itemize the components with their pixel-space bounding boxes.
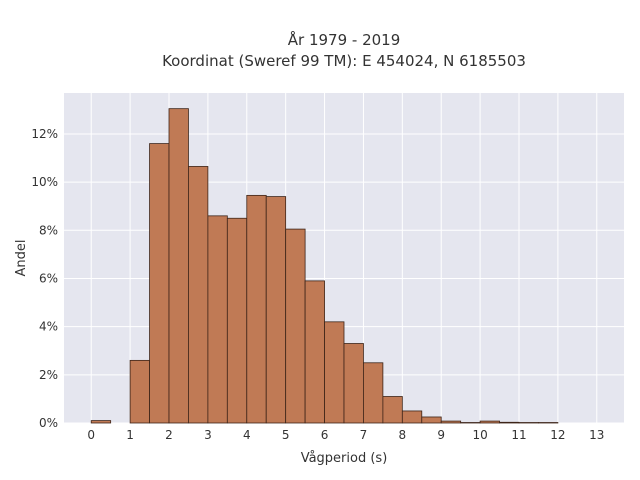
y-axis-label: Andel [14,240,29,277]
histogram-bar [343,343,364,424]
y-tick-label: 6% [39,271,58,285]
x-tick-label: 7 [360,428,368,442]
chart-title: År 1979 - 2019 [288,30,401,49]
y-tick-label: 12% [31,127,58,141]
histogram-bar [382,396,403,424]
y-axis-ticks: 0% 2% 4% 6% 8% 10% 12% [31,127,58,430]
y-tick-label: 8% [39,223,58,237]
histogram-bar [304,280,325,424]
histogram-bar [207,215,228,424]
histogram-bar [168,108,189,424]
y-tick-label: 10% [31,175,58,189]
bars [90,108,559,424]
histogram-bar [285,228,306,424]
x-tick-label: 2 [165,428,173,442]
y-tick-label: 2% [39,368,58,382]
y-tick-label: 4% [39,320,58,334]
histogram-bar [188,166,209,424]
histogram-bar [149,143,170,424]
x-tick-label: 6 [321,428,329,442]
y-tick-label: 0% [39,416,58,430]
histogram-bar [363,362,384,424]
x-tick-label: 11 [511,428,526,442]
x-tick-label: 1 [126,428,134,442]
histogram-bar [499,421,520,424]
chart-subtitle: Koordinat (Sweref 99 TM): E 454024, N 61… [162,52,526,70]
x-tick-label: 0 [87,428,95,442]
x-tick-label: 4 [243,428,251,442]
histogram-bar [421,416,442,424]
x-axis-ticks: 0 1 2 3 4 5 6 7 8 9 10 11 12 13 [87,428,604,442]
histogram-bar [440,420,462,424]
histogram-bar [246,194,267,424]
x-tick-label: 3 [204,428,212,442]
histogram-bar [90,420,112,424]
x-axis-label: Vågperiod (s) [301,451,388,466]
histogram-bar [226,217,248,424]
x-tick-label: 8 [399,428,407,442]
x-tick-label: 12 [550,428,565,442]
histogram-bar [324,321,345,424]
histogram-bar [479,420,500,424]
x-tick-label: 13 [589,428,604,442]
x-tick-label: 5 [282,428,290,442]
x-tick-label: 9 [437,428,445,442]
histogram-bar [129,359,150,424]
histogram-bar [401,410,423,424]
x-tick-label: 10 [472,428,487,442]
histogram-bar [265,196,287,424]
